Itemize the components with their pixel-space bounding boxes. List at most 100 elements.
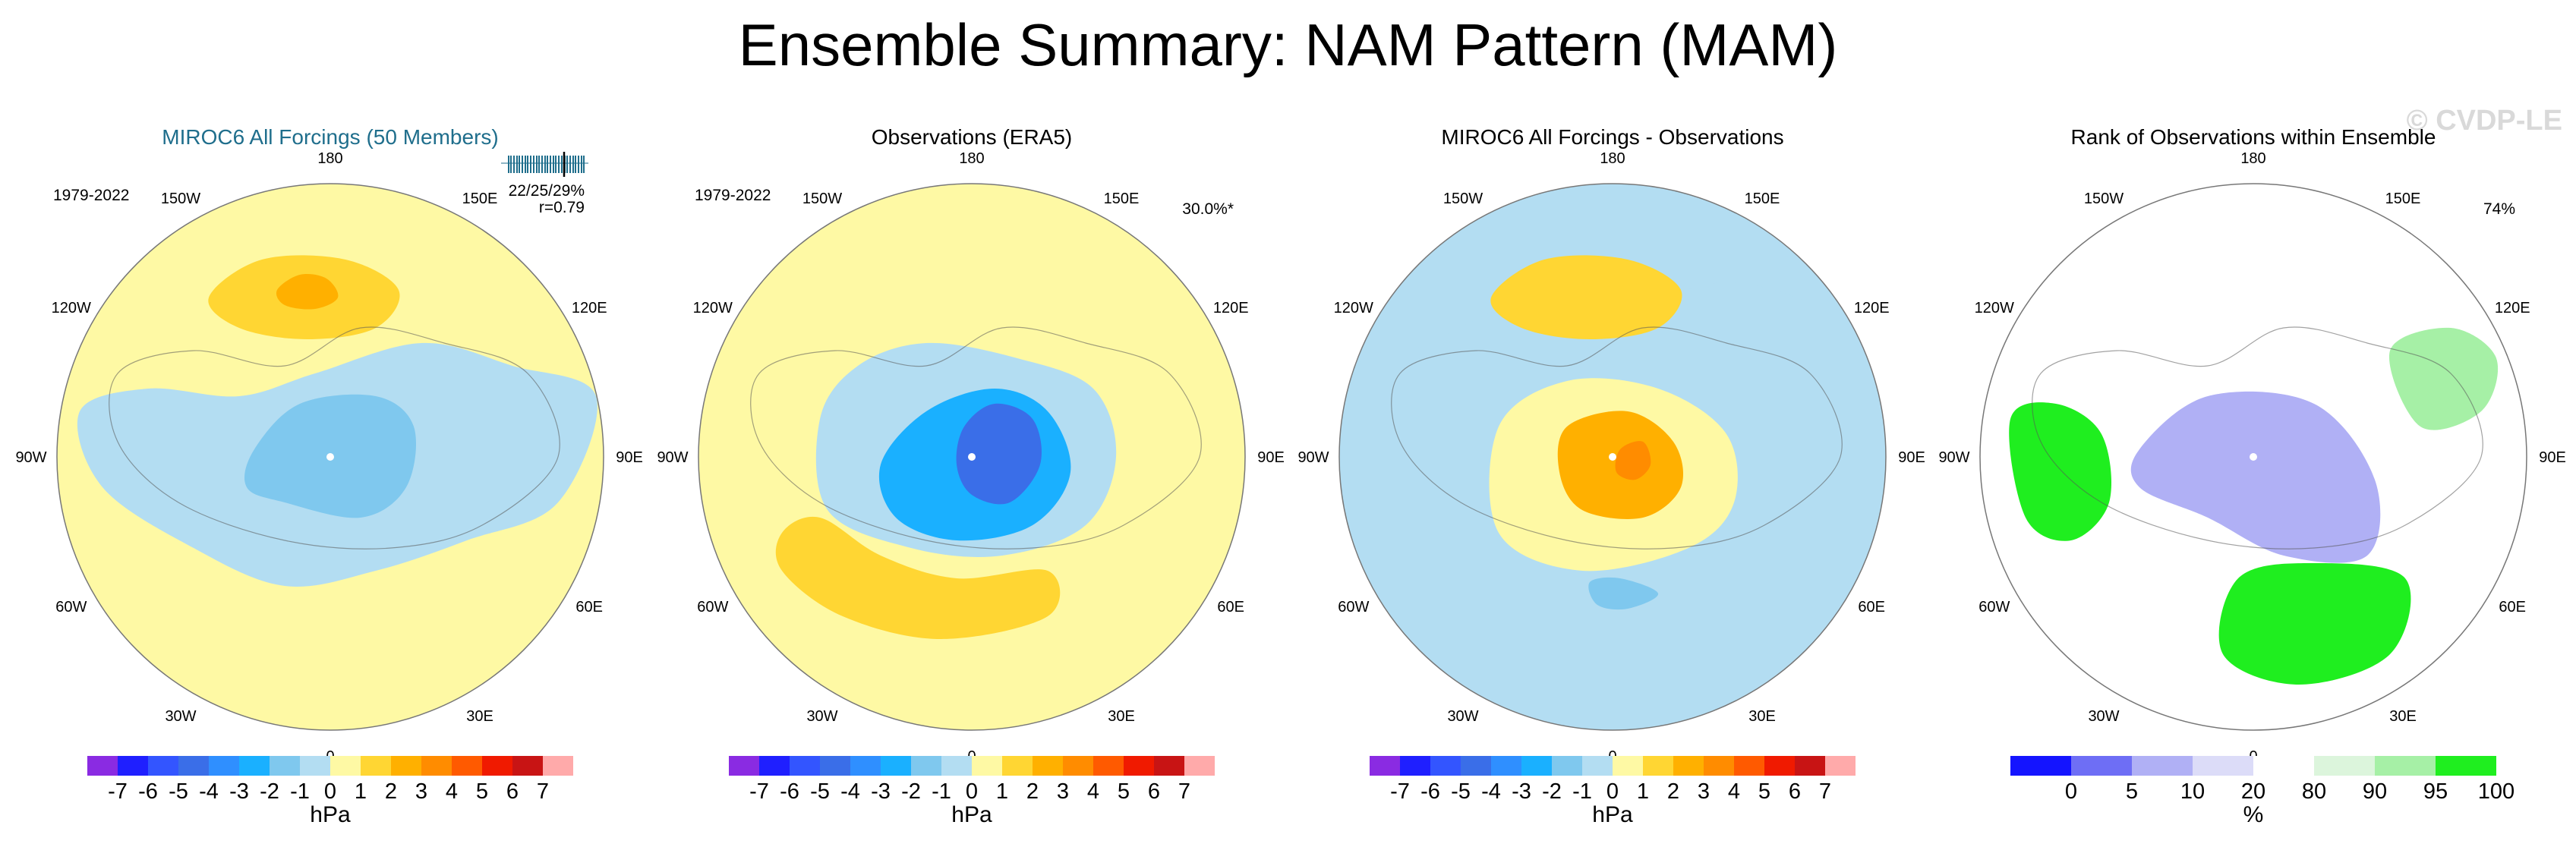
colorbar-swatch (361, 756, 391, 776)
longitude-label: 180 (317, 150, 342, 167)
colorbar-tick-label: -7 (749, 779, 769, 804)
colorbar-tick-label: 3 (415, 779, 427, 804)
panel-1: 180 150E 120E 90E 60E 30E 0 30W 60W 90W 120W 150W MI… (15, 125, 642, 827)
longitude-label: 150E (2385, 190, 2421, 207)
contour-95 (2388, 327, 2499, 430)
longitude-label: 150E (462, 190, 498, 207)
longitude-label: 120E (1854, 300, 1890, 316)
contour--1.5 (1588, 577, 1659, 610)
colorbar-swatch (2010, 756, 2071, 776)
panel-title: MIROC6 All Forcings - Observations (1441, 125, 1783, 149)
colorbar-swatch (1491, 756, 1521, 776)
colorbar-tick-label: 0 (966, 779, 978, 804)
colorbar-tick-label: 6 (506, 779, 519, 804)
stat-label: 30.0%* (1182, 200, 1234, 218)
colorbar-swatch (512, 756, 543, 776)
colorbar-swatch (1764, 756, 1795, 776)
colorbar-swatch (239, 756, 270, 776)
colorbar-swatch (1582, 756, 1613, 776)
longitude-label: 180 (2240, 150, 2265, 167)
longitude-label: 120E (572, 300, 607, 316)
colorbar-tick-label: -7 (108, 779, 128, 804)
colorbar-tick-label: -1 (290, 779, 310, 804)
map-outline (1338, 183, 1887, 731)
colorbar-tick-label: 1 (355, 779, 367, 804)
longitude-label: 90W (1297, 449, 1329, 466)
panel-3: 180 150E 120E 90E 60E 30E 0 30W 60W 90W 120W 150W MI… (1297, 125, 1925, 827)
colorbar-swatch (148, 756, 178, 776)
longitude-label: 90E (1257, 449, 1285, 466)
colorbar-swatch (972, 756, 1002, 776)
longitude-label: 90W (1938, 449, 1969, 466)
longitude-label: 60E (2499, 599, 2526, 616)
colorbar-tick-label: -2 (1542, 779, 1562, 804)
colorbar-tick-label: -6 (138, 779, 158, 804)
contour--4.5 (956, 403, 1042, 505)
colorbar-tick-label: 2 (1667, 779, 1679, 804)
longitude-label: 60W (55, 599, 87, 616)
colorbar-swatch (2253, 756, 2314, 776)
longitude-label: 60W (1338, 599, 1369, 616)
longitude-label: 60W (697, 599, 728, 616)
colorbar-swatch (1704, 756, 1734, 776)
colorbar-tick-label: 4 (446, 779, 458, 804)
colorbar-tick-label: -7 (1390, 779, 1410, 804)
colorbar-tick-label: 95 (2423, 779, 2448, 804)
colorbar-swatch (850, 756, 881, 776)
colorbar-swatch (941, 756, 972, 776)
watermark: © CVDP-LE (2406, 105, 2562, 137)
longitude-label: 150E (1104, 190, 1140, 207)
page-title: Ensemble Summary: NAM Pattern (MAM) (738, 11, 1838, 78)
longitude-label: 150W (802, 190, 842, 207)
colorbar-tick-label: 6 (1789, 779, 1801, 804)
colorbar-swatch (482, 756, 512, 776)
contour-3.5 (1615, 441, 1651, 480)
coastline (1391, 326, 1843, 549)
contour-100 (2009, 402, 2112, 541)
longitude-label: 150W (1443, 190, 1483, 207)
colorbar-tick-label: 4 (1728, 779, 1740, 804)
colorbar-unit: hPa (1592, 802, 1633, 827)
colorbar-swatch (391, 756, 421, 776)
colorbar-tick-label: 90 (2363, 779, 2387, 804)
map-outline (698, 183, 1246, 731)
longitude-label: 30E (1108, 708, 1135, 725)
colorbar-swatch (1673, 756, 1704, 776)
longitude-label: 30E (466, 708, 493, 725)
colorbar-unit: hPa (310, 802, 351, 827)
colorbar-tick-label: 3 (1698, 779, 1710, 804)
colorbar-swatch (790, 756, 820, 776)
longitude-label: 60W (1979, 599, 2010, 616)
colorbar-swatch (452, 756, 482, 776)
colorbar-tick-label: 5 (476, 779, 488, 804)
colorbar-tick-label: 6 (1148, 779, 1160, 804)
pole-marker (326, 453, 334, 461)
colorbar-swatch (543, 756, 573, 776)
colorbar-swatch (1093, 756, 1124, 776)
stat-label: 22/25/29% (509, 182, 585, 200)
colorbar-tick-label: 5 (1118, 779, 1130, 804)
colorbar-swatch (2436, 756, 2496, 776)
colorbar-swatch (1552, 756, 1582, 776)
colorbar-swatch (300, 756, 330, 776)
colorbar-tick-label: 20 (2241, 779, 2265, 804)
colorbar-swatch (1124, 756, 1154, 776)
colorbar-swatch (911, 756, 941, 776)
contour-2.5 (276, 274, 339, 310)
contour-1.5 (1490, 255, 1682, 339)
colorbar-tick-label: 0 (1606, 779, 1619, 804)
colorbar-tick-label: -3 (871, 779, 891, 804)
stat-label: 74% (2483, 200, 2515, 218)
colorbar-tick-label: 0 (2065, 779, 2077, 804)
colorbar-swatch (1825, 756, 1856, 776)
colorbar-swatch (1521, 756, 1552, 776)
colorbar-tick-label: -2 (901, 779, 921, 804)
colorbar-tick-label: 10 (2180, 779, 2205, 804)
colorbar-swatch (1643, 756, 1673, 776)
colorbar-tick-label: -3 (1512, 779, 1531, 804)
colorbar-swatch (118, 756, 148, 776)
panel-title: MIROC6 All Forcings (50 Members) (162, 125, 498, 149)
longitude-label: 150W (2084, 190, 2124, 207)
colorbar-swatch (1154, 756, 1184, 776)
colorbar-swatch (1002, 756, 1033, 776)
